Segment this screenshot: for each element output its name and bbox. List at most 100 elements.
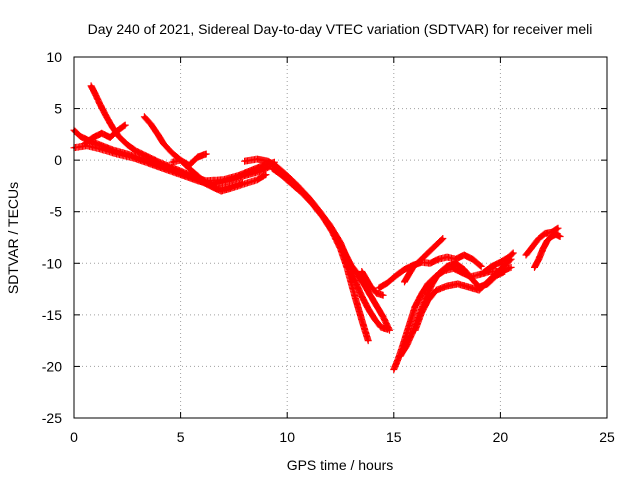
data-point [330, 230, 334, 233]
series-arc13 [411, 255, 515, 334]
data-point [145, 154, 148, 158]
data-point [275, 165, 278, 168]
data-point [437, 272, 440, 275]
data-point [533, 266, 536, 269]
data-point [435, 243, 438, 246]
series-arc11 [390, 263, 515, 373]
data-point [550, 235, 553, 238]
data-point [187, 173, 191, 176]
data-point [462, 268, 466, 271]
data-point [262, 164, 265, 167]
x-axis-label: GPS time / hours [287, 457, 394, 473]
data-point [467, 285, 470, 289]
data-point [477, 273, 481, 276]
data-point [179, 158, 182, 162]
y-tick-label: 0 [54, 152, 62, 168]
data-point [426, 282, 430, 286]
data-point [311, 203, 314, 206]
data-point [543, 232, 547, 235]
data-point [445, 284, 449, 288]
data-point [405, 344, 408, 347]
data-point [83, 142, 86, 145]
data-point [230, 186, 233, 190]
data-point [435, 288, 438, 292]
data-point [98, 102, 101, 105]
data-point [426, 251, 430, 255]
series-markers [268, 164, 372, 345]
data-point [499, 261, 502, 264]
data-point [554, 233, 558, 236]
data-point [196, 155, 199, 159]
data-point [204, 152, 208, 156]
data-point [358, 311, 361, 314]
data-point [409, 318, 413, 322]
data-point [362, 326, 366, 329]
data-point [420, 311, 423, 314]
data-point [360, 295, 364, 298]
data-point [236, 174, 240, 177]
series-arc7 [241, 155, 391, 333]
data-point [456, 282, 459, 286]
data-point [367, 307, 370, 310]
data-point [170, 161, 174, 164]
data-point [420, 261, 423, 264]
data-point [111, 125, 114, 129]
series-markers [241, 155, 391, 333]
x-tick-label: 5 [177, 429, 185, 445]
data-point [546, 239, 549, 242]
data-point [335, 235, 338, 238]
data-point [187, 164, 191, 167]
data-point [403, 268, 406, 271]
data-point [420, 293, 423, 296]
data-series [70, 82, 564, 373]
data-point [477, 288, 481, 292]
data-point [488, 278, 491, 281]
data-point [356, 272, 359, 275]
data-point [141, 157, 144, 161]
data-point [386, 281, 389, 285]
data-point [300, 191, 304, 195]
data-point [396, 358, 400, 361]
data-point [398, 354, 402, 358]
data-point [123, 123, 127, 127]
x-tick-label: 25 [599, 429, 615, 445]
y-tick-label: -25 [42, 410, 62, 426]
data-point [471, 278, 474, 281]
data-point [271, 167, 274, 170]
data-point [503, 270, 506, 273]
data-point [290, 182, 293, 186]
data-point [413, 329, 417, 332]
data-point [134, 149, 138, 153]
data-point [403, 280, 406, 284]
series-arc4 [81, 121, 129, 148]
series-arc15 [375, 251, 485, 292]
data-point [437, 257, 440, 261]
data-point [537, 257, 540, 261]
x-tick-label: 10 [279, 429, 295, 445]
data-point [322, 216, 325, 220]
data-point [354, 297, 357, 300]
data-point [104, 114, 108, 117]
data-point [375, 291, 378, 295]
data-point [454, 257, 457, 261]
data-point [531, 245, 534, 248]
data-point [279, 173, 283, 176]
data-point [94, 92, 97, 96]
y-tick-label: 5 [54, 101, 62, 117]
data-point [243, 182, 246, 186]
data-point [556, 227, 560, 230]
data-point [524, 253, 528, 257]
data-point [482, 271, 485, 274]
data-point [173, 167, 176, 170]
data-point [349, 281, 353, 285]
data-point [256, 178, 259, 181]
data-point [507, 255, 511, 259]
data-point [266, 159, 270, 163]
data-point [91, 136, 95, 139]
data-point [413, 305, 417, 308]
series-arc16 [479, 249, 517, 277]
data-point [219, 189, 223, 193]
data-point [360, 270, 364, 273]
y-tick-label: -20 [42, 358, 62, 374]
